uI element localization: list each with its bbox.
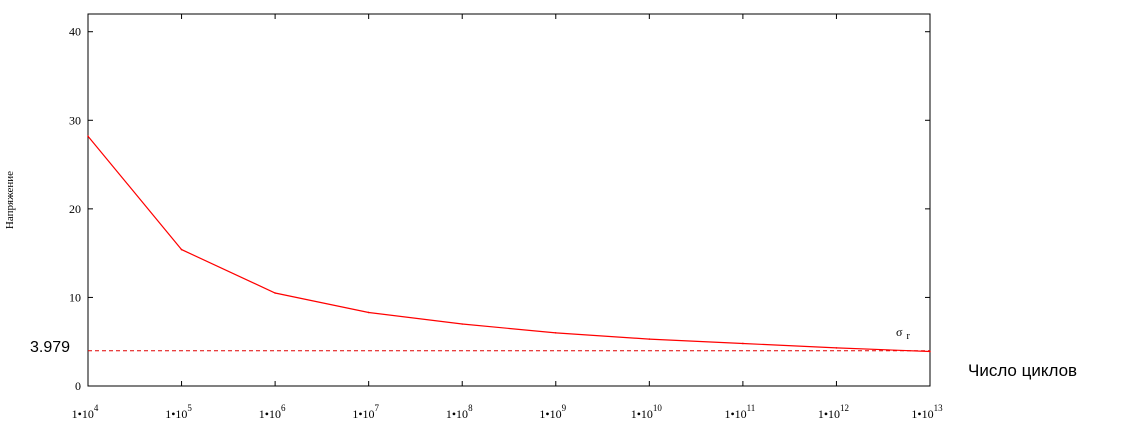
x-tick-label: 1•1013	[911, 403, 943, 421]
x-tick-exponent: 11	[747, 403, 756, 413]
data-point	[367, 311, 370, 314]
y-tick-label: 20	[69, 202, 81, 216]
x-tick-label: 1•106	[259, 403, 286, 421]
x-tick-base: 1•10	[72, 407, 94, 421]
x-tick-label: 1•1010	[631, 403, 663, 421]
x-tick-label: 1•105	[165, 403, 192, 421]
x-tick-base: 1•10	[446, 407, 468, 421]
x-tick-base: 1•10	[352, 407, 374, 421]
x-tick-base: 1•10	[818, 407, 840, 421]
axis-ticks	[87, 14, 931, 387]
x-tick-exponent: 12	[840, 403, 849, 413]
reference-line-label: 3.979	[30, 339, 70, 356]
x-tick-exponent: 7	[375, 403, 380, 413]
x-tick-base: 1•10	[911, 407, 933, 421]
sigma-symbol: σ	[896, 325, 903, 339]
y-tick-label: 30	[69, 113, 81, 127]
x-tick-label: 1•108	[446, 403, 473, 421]
data-point	[929, 350, 931, 353]
x-tick-exponent: 8	[468, 403, 473, 413]
data-point	[274, 292, 276, 294]
x-tick-base: 1•10	[631, 407, 653, 421]
data-point	[835, 347, 838, 349]
y-tick-label: 0	[75, 379, 81, 393]
x-tick-label: 1•107	[352, 403, 379, 421]
data-point	[87, 135, 89, 138]
x-tick-exponent: 13	[934, 403, 944, 413]
series-line	[87, 135, 931, 353]
data-point	[648, 338, 651, 340]
plot-frame	[87, 13, 931, 387]
sigma-subscript: r	[906, 331, 910, 342]
x-tick-label: 1•109	[539, 403, 566, 421]
x-tick-base: 1•10	[724, 407, 746, 421]
data-point	[180, 248, 183, 251]
x-tick-exponent: 9	[562, 403, 567, 413]
data-point	[554, 332, 557, 334]
x-tick-base: 1•10	[259, 407, 281, 421]
x-tick-exponent: 5	[187, 403, 192, 413]
data-points	[87, 135, 931, 353]
x-tick-base: 1•10	[165, 407, 187, 421]
x-axis-label: Число циклов	[968, 361, 1077, 380]
y-tick-labels: 0 10 20 30 40	[69, 25, 81, 393]
x-tick-exponent: 4	[94, 403, 99, 413]
x-tick-label: 1•1011	[724, 403, 755, 421]
y-tick-label: 10	[69, 290, 81, 304]
data-point	[461, 323, 464, 325]
x-tick-exponent: 10	[653, 403, 663, 413]
y-axis-label: Напряжение	[4, 171, 16, 229]
x-tick-label: 1•1012	[818, 403, 849, 421]
data-point	[742, 342, 744, 345]
x-tick-label: 1•104	[72, 403, 99, 421]
y-tick-label: 40	[69, 25, 81, 39]
x-tick-labels: 1•104 1•105 1•106 1•107 1•108 1•109 1•1010 1•10…	[72, 403, 943, 421]
x-tick-exponent: 6	[281, 403, 286, 413]
x-tick-base: 1•10	[539, 407, 561, 421]
